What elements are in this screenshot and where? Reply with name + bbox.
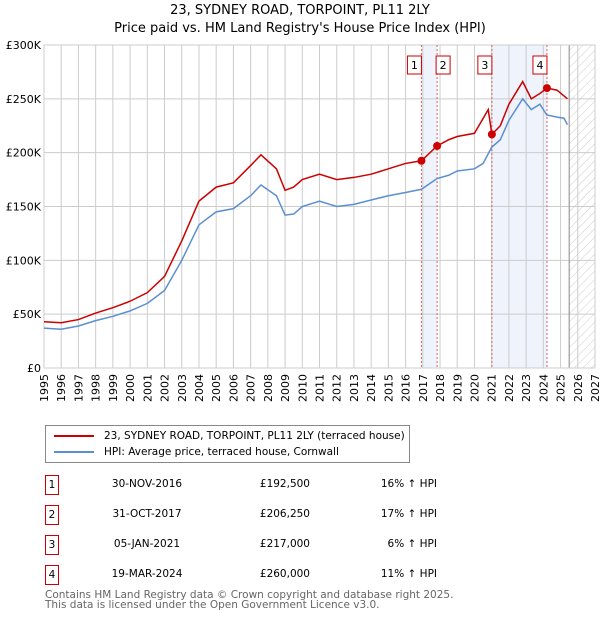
legend-blue-line [54, 451, 94, 453]
x-tick-label: 1997 [72, 374, 85, 402]
footer-line1: Contains HM Land Registry data © Crown c… [45, 589, 454, 601]
sale-number-badge: 1 [45, 475, 59, 495]
y-tick-label: £300K [6, 39, 42, 52]
sale-date: 30-NOV-2016 [111, 478, 183, 490]
sale-badge-label-4: 4 [536, 59, 543, 72]
x-tick-label: 1996 [55, 374, 68, 402]
x-tick-label: 2007 [245, 374, 258, 402]
x-tick-label: 2001 [141, 374, 154, 402]
plot-border [43, 44, 596, 369]
sale-badge-4 [532, 55, 548, 75]
sale-badge-1 [406, 55, 422, 75]
x-tick-label: 2022 [503, 374, 516, 402]
property-price-line [43, 80, 568, 324]
x-tick-label: 2027 [589, 374, 600, 402]
x-tick-label: 2024 [537, 374, 550, 402]
sale-hpi-diff: 17% ↑ HPI [380, 508, 437, 520]
legend-hpi-label: HPI: Average price, terraced house, Corn… [104, 446, 339, 458]
sale-date: 19-MAR-2024 [111, 568, 183, 580]
x-tick-label: 2000 [124, 374, 137, 402]
x-tick-label: 2004 [193, 374, 206, 402]
sale-price: £206,250 [259, 508, 310, 520]
sale-badge-label-3: 3 [481, 59, 488, 72]
chart-legend: 23, SYDNEY ROAD, TORPOINT, PL11 2LY (ter… [45, 425, 410, 463]
sale-hpi-diff: 16% ↑ HPI [380, 478, 437, 490]
x-tick-label: 1999 [107, 374, 120, 402]
x-tick-label: 2017 [417, 374, 430, 402]
y-tick-label: £50K [13, 308, 42, 321]
sale-price: £217,000 [259, 538, 310, 550]
sale-price: £260,000 [259, 568, 310, 580]
hpi-line [43, 97, 569, 330]
x-tick-label: 2006 [227, 374, 240, 402]
price-chart: 1995 1996 1997 1998 1999 2000 2001 2002 2003 2004… [6, 39, 600, 402]
sale-row: 3 05-JAN-2021 £217,000 6% ↑ HPI [45, 535, 445, 557]
x-tick-label: 2010 [296, 374, 309, 402]
sale-number-badge: 3 [45, 535, 59, 555]
sale-point-1 [417, 156, 426, 165]
chart-subtitle: Price paid vs. HM Land Registry's House … [114, 21, 486, 36]
x-tick-label: 2012 [331, 374, 344, 402]
x-tick-label: 2016 [400, 374, 413, 402]
chart-title: 23, SYDNEY ROAD, TORPOINT, PL11 2LY [170, 3, 430, 18]
footer: Contains HM Land Registry data © Crown c… [45, 589, 454, 611]
x-tick-label: 2023 [520, 374, 533, 402]
sale-badge-label-1: 1 [411, 59, 418, 72]
sale-row: 4 19-MAR-2024 £260,000 11% ↑ HPI [45, 565, 445, 587]
x-tick-label: 2009 [279, 374, 292, 402]
y-tick-label: £200K [6, 147, 42, 160]
sale-badge-3 [477, 55, 493, 75]
sale-date: 05-JAN-2021 [113, 538, 181, 550]
x-tick-label: 2015 [382, 374, 395, 402]
legend-property-label: 23, SYDNEY ROAD, TORPOINT, PL11 2LY (ter… [104, 430, 405, 442]
sale-badge-2 [435, 55, 451, 75]
y-tick-label: £250K [6, 93, 42, 106]
sale-date: 31-OCT-2017 [112, 508, 182, 520]
x-tick-label: 2013 [348, 374, 361, 402]
sale-hpi-diff: 11% ↑ HPI [380, 568, 437, 580]
x-tick-label: 2014 [365, 374, 378, 402]
sale-point-4 [542, 84, 551, 93]
sale-badge-label-2: 2 [440, 59, 447, 72]
x-tick-label: 2008 [262, 374, 275, 402]
x-tick-label: 2019 [451, 374, 464, 402]
sale-row: 1 30-NOV-2016 £192,500 16% ↑ HPI [45, 475, 445, 497]
sale-point-3 [487, 130, 496, 139]
y-tick-label: £0 [27, 362, 41, 375]
x-tick-label: 2005 [210, 374, 223, 402]
footer-line2: This data is licensed under the Open Gov… [45, 599, 380, 611]
x-tick-label: 2021 [486, 374, 499, 402]
sale-number-badge: 2 [45, 505, 59, 525]
x-tick-label: 2002 [159, 374, 172, 402]
x-tick-label: 2025 [555, 374, 568, 402]
x-tick-label: 1998 [90, 374, 103, 402]
x-tick-label: 2026 [572, 374, 585, 402]
x-tick-label: 2018 [434, 374, 447, 402]
sale-price: £192,500 [259, 478, 310, 490]
y-tick-label: £150K [6, 201, 42, 214]
sale-hpi-diff: 6% ↑ HPI [387, 538, 437, 550]
sale-point-2 [433, 141, 442, 150]
x-tick-label: 2020 [468, 374, 481, 402]
x-tick-label: 2011 [314, 374, 327, 402]
x-tick-label: 2003 [176, 374, 189, 402]
sale-row: 2 31-OCT-2017 £206,250 17% ↑ HPI [45, 505, 445, 527]
sale-number-badge: 4 [45, 565, 59, 585]
legend-red-line [54, 435, 94, 437]
x-tick-label: 1995 [38, 374, 51, 402]
y-tick-label: £100K [6, 254, 42, 267]
